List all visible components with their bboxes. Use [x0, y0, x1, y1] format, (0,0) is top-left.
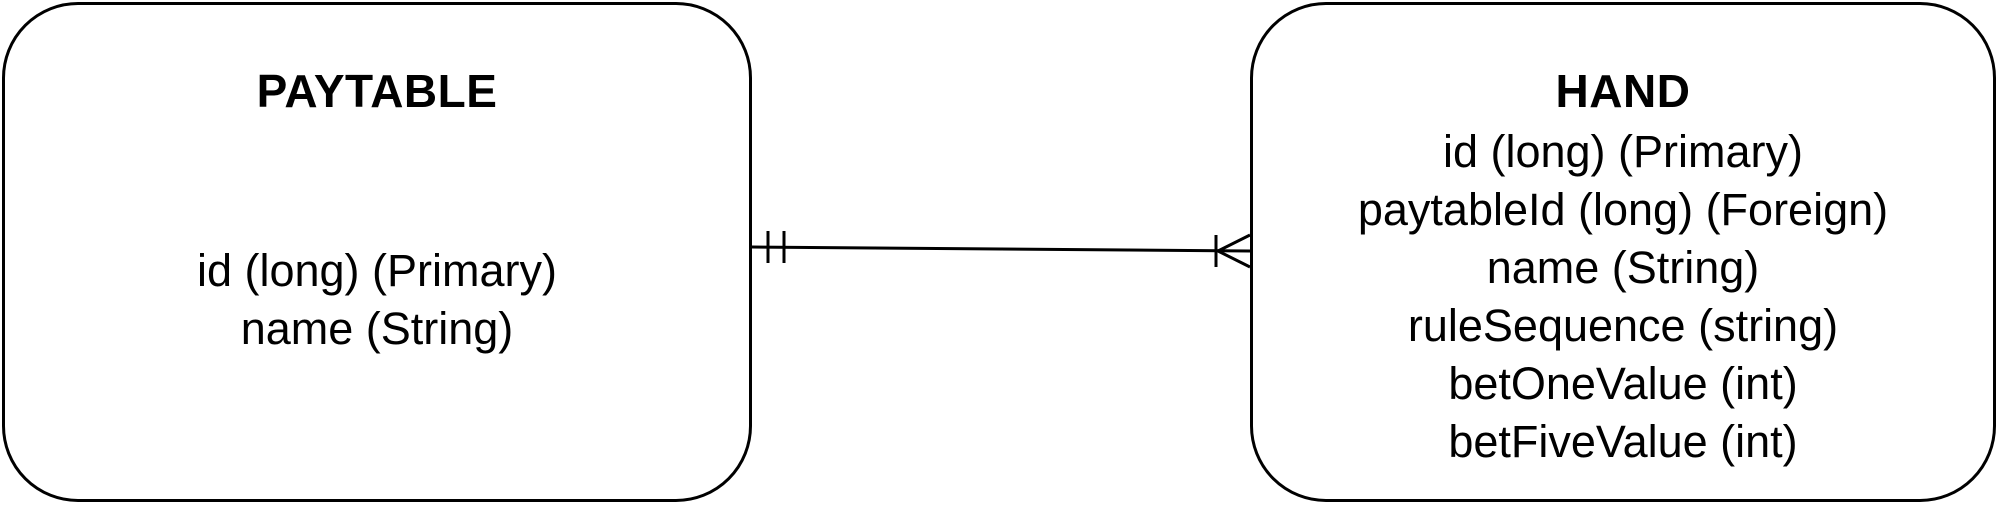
attribute-item: id (long) (Primary) [1442, 126, 1804, 177]
attribute-item: id (long) (Primary) [196, 245, 558, 296]
crowfoot-lower-prong [1217, 249, 1251, 269]
attribute-item: name (String) [1486, 242, 1760, 293]
attribute-list: id (long) (Primary) paytableId (long) (F… [1253, 123, 1993, 471]
attribute-item: name (String) [240, 303, 514, 354]
entity-hand[interactable]: HAND id (long) (Primary) paytableId (lon… [1250, 2, 1996, 502]
attribute-list: id (long) (Primary) name (String) [5, 242, 749, 358]
entity-paytable[interactable]: PAYTABLE id (long) (Primary) name (Strin… [2, 2, 752, 502]
entity-title: HAND [1555, 65, 1691, 117]
attribute-item: betOneValue (int) [1448, 358, 1798, 409]
attribute-item: betFiveValue (int) [1448, 416, 1798, 467]
attribute-item: ruleSequence (string) [1407, 300, 1839, 351]
relationship-line [751, 245, 1251, 253]
entity-title: PAYTABLE [256, 65, 498, 117]
attribute-item: paytableId (long) (Foreign) [1357, 184, 1889, 235]
crowfoot-upper-prong [1217, 233, 1251, 253]
